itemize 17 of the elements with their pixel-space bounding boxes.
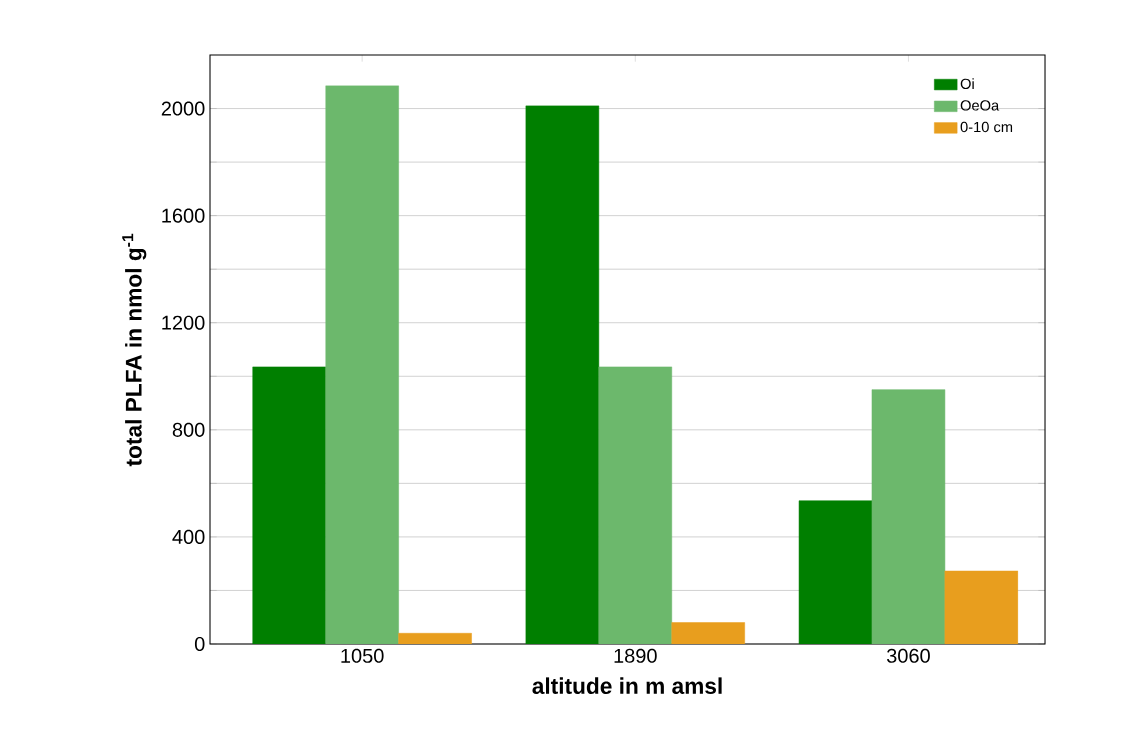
- bar: [398, 633, 472, 644]
- legend-label: OeOa: [960, 100, 1000, 111]
- bar: [944, 570, 1019, 644]
- legend-label: Oi: [960, 78, 974, 90]
- x-tick-label: 1050: [341, 648, 384, 663]
- y-tick-label: 1200: [162, 315, 205, 330]
- y-tick-label: 0: [194, 636, 205, 652]
- bar: [671, 622, 745, 644]
- y-axis-title: total PLFA in nmol g$^{-1}$: [122, 233, 147, 467]
- y-tick-label: 1600: [162, 208, 205, 223]
- y-tick-label: 2000: [161, 101, 205, 116]
- y-tick-label: 400: [172, 529, 205, 544]
- legend-label: 0-10 cm: [960, 121, 1013, 133]
- x-axis-title: altitude in m amsl: [532, 677, 722, 695]
- y-tick-label: 800: [172, 422, 205, 437]
- x-tick-label: 1890: [614, 648, 657, 663]
- x-tick-label: 3060: [886, 648, 930, 663]
